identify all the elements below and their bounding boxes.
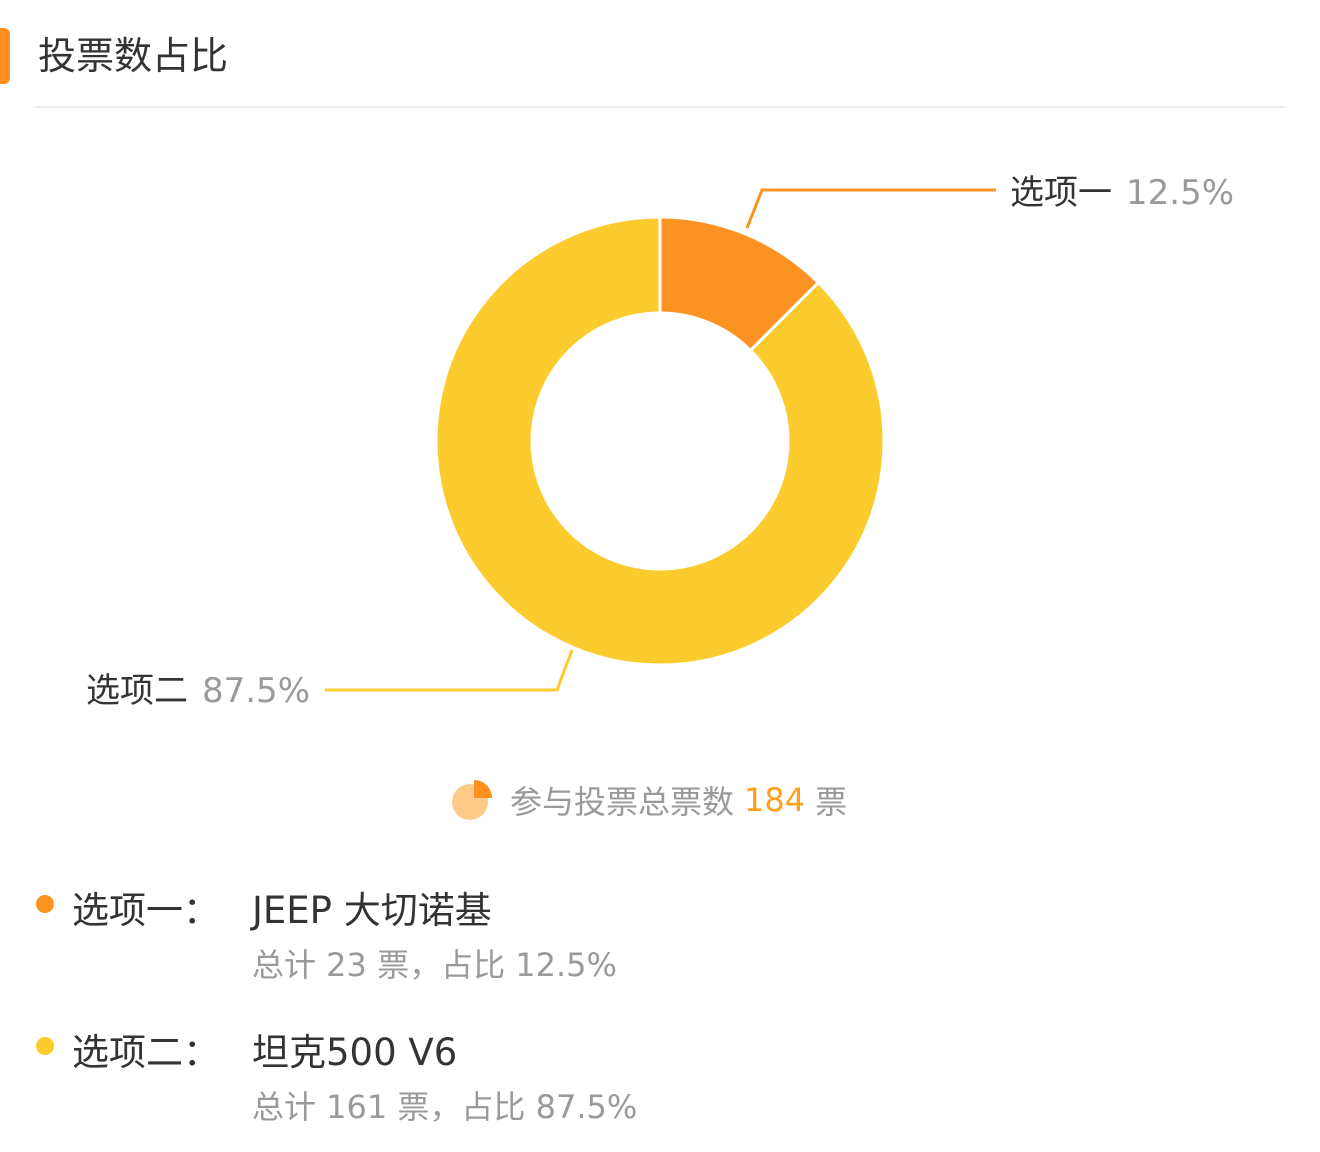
total-votes-label: 参与投票总票数 [510,783,735,821]
total-votes: 参与投票总票数 184 票 [452,776,847,824]
option-name: JEEP 大切诺基 [252,889,492,932]
total-votes-unit: 票 [815,783,848,821]
donut-chart: 选项一 12.5% 选项二 87.5% [86,173,1234,711]
option-stat: 总计 23 票，占比 12.5% [252,946,617,984]
donut-slice-option-2 [434,215,886,667]
title-divider [34,106,1286,108]
option-stat: 总计 161 票，占比 87.5% [252,1088,638,1126]
option-color-dot [36,1037,54,1055]
slice-label-percent: 87.5% [202,671,310,711]
slice-label-option-2: 选项二 87.5% [86,671,310,711]
option-name: 坦克500 V6 [252,1031,458,1074]
pie-chart-icon [452,780,492,820]
option-label: 选项二： [72,1031,220,1074]
option-color-dot [36,895,54,913]
slice-label-percent: 12.5% [1126,173,1234,213]
leader-line-option-2 [325,649,574,692]
section-title: 投票数占比 [38,34,229,78]
slice-label-name: 选项一 [1010,173,1112,213]
total-votes-count: 184 [744,781,806,819]
slice-label-name: 选项二 [86,671,188,711]
slice-label-option-1: 选项一 12.5% [1010,173,1234,213]
option-label: 选项一： [72,889,220,932]
title-accent-bar [0,28,10,84]
leader-line-option-1 [745,188,996,229]
